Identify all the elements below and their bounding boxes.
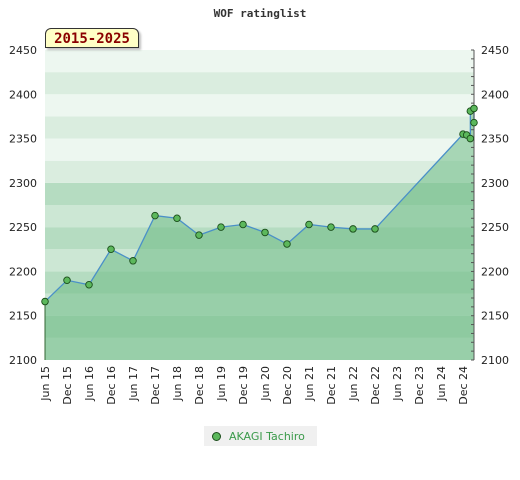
- y-tick-label-left: 2100: [9, 354, 37, 367]
- y-tick-label-right: 2400: [481, 88, 509, 101]
- data-points: [41, 104, 478, 306]
- band: [45, 182, 474, 205]
- data-point: [107, 245, 115, 254]
- data-point: [63, 276, 71, 285]
- y-tick-label-left: 2250: [9, 221, 37, 234]
- x-tick-label: Dec 15: [61, 366, 74, 405]
- data-point: [349, 225, 357, 233]
- x-tick-label: Jun 17: [127, 366, 140, 402]
- data-point: [217, 223, 225, 231]
- data-point: [371, 225, 379, 233]
- x-tick-label: Dec 22: [369, 366, 382, 405]
- data-point: [470, 104, 478, 113]
- x-tick-label: Dec 16: [105, 366, 118, 405]
- y-tick-label-right: 2450: [481, 44, 509, 57]
- y-tick-label-right: 2300: [481, 177, 509, 190]
- x-tick-label: Jun 24: [435, 366, 448, 402]
- band: [45, 50, 474, 73]
- y-axis-right: 2100 2150 2200 2250 2300 2350 2400 2450: [481, 44, 509, 367]
- y-tick-label-left: 2300: [9, 177, 37, 190]
- band: [45, 138, 474, 161]
- legend[interactable]: AKAGI Tachiro: [204, 426, 317, 446]
- x-tick-label: Jun 22: [347, 366, 360, 402]
- x-tick-label: Dec 19: [237, 366, 250, 405]
- band: [45, 72, 474, 95]
- y-tick-label-right: 2200: [481, 265, 509, 278]
- band: [45, 116, 474, 139]
- band: [45, 160, 474, 183]
- data-point: [327, 223, 335, 231]
- x-tick-label: Jun 21: [303, 366, 316, 402]
- x-tick-label: Dec 21: [325, 366, 338, 405]
- y-tick-label-left: 2200: [9, 265, 37, 278]
- band: [45, 94, 474, 117]
- x-tick-label: Jun 18: [171, 366, 184, 402]
- y-tick-label-left: 2400: [9, 88, 37, 101]
- y-tick-label-left: 2350: [9, 133, 37, 146]
- x-tick-label: Jun 15: [39, 366, 52, 402]
- series-fill: [45, 108, 474, 360]
- data-point: [195, 231, 203, 239]
- y-tick-label-left: 2150: [9, 310, 37, 323]
- data-point: [470, 118, 478, 127]
- x-tick-label: Jun 16: [83, 366, 96, 402]
- data-point: [239, 220, 247, 229]
- x-tick-label: Jun 23: [391, 366, 404, 402]
- data-point: [151, 211, 159, 220]
- data-point: [129, 257, 137, 265]
- date-range-badge: 2015-2025: [45, 28, 139, 48]
- y-tick-label-left: 2450: [9, 44, 37, 57]
- y-tick-label-right: 2250: [481, 221, 509, 234]
- legend-marker-icon: [212, 431, 221, 441]
- x-tick-label: Dec 24: [457, 366, 470, 405]
- x-tick-label: Dec 20: [281, 366, 294, 405]
- data-point: [305, 220, 313, 229]
- y-tick-label-right: 2100: [481, 354, 509, 367]
- x-tick-label: Dec 17: [149, 366, 162, 405]
- y-axis-left: 2100 2150 2200 2250 2300 2350 2400 2450: [9, 44, 37, 367]
- x-tick-label: Dec 23: [413, 366, 426, 405]
- data-point: [173, 214, 181, 223]
- x-axis: Jun 15 Dec 15 Jun 16 Dec 16 Jun 17 Dec 17 Jun …: [39, 366, 470, 405]
- axes: [44, 49, 475, 361]
- data-point: [466, 134, 475, 143]
- x-tick-label: Dec 18: [193, 366, 206, 405]
- x-tick-label: Jun 20: [259, 366, 272, 402]
- y-tick-label-right: 2150: [481, 310, 509, 323]
- data-point: [41, 297, 49, 306]
- chart-title: WOF ratinglist: [214, 7, 307, 20]
- data-point: [283, 240, 291, 248]
- y-tick-label-right: 2350: [481, 133, 509, 146]
- x-tick-label: Jun 19: [215, 366, 228, 402]
- legend-label: AKAGI Tachiro: [229, 429, 305, 443]
- data-point: [261, 228, 269, 237]
- data-point: [85, 280, 93, 289]
